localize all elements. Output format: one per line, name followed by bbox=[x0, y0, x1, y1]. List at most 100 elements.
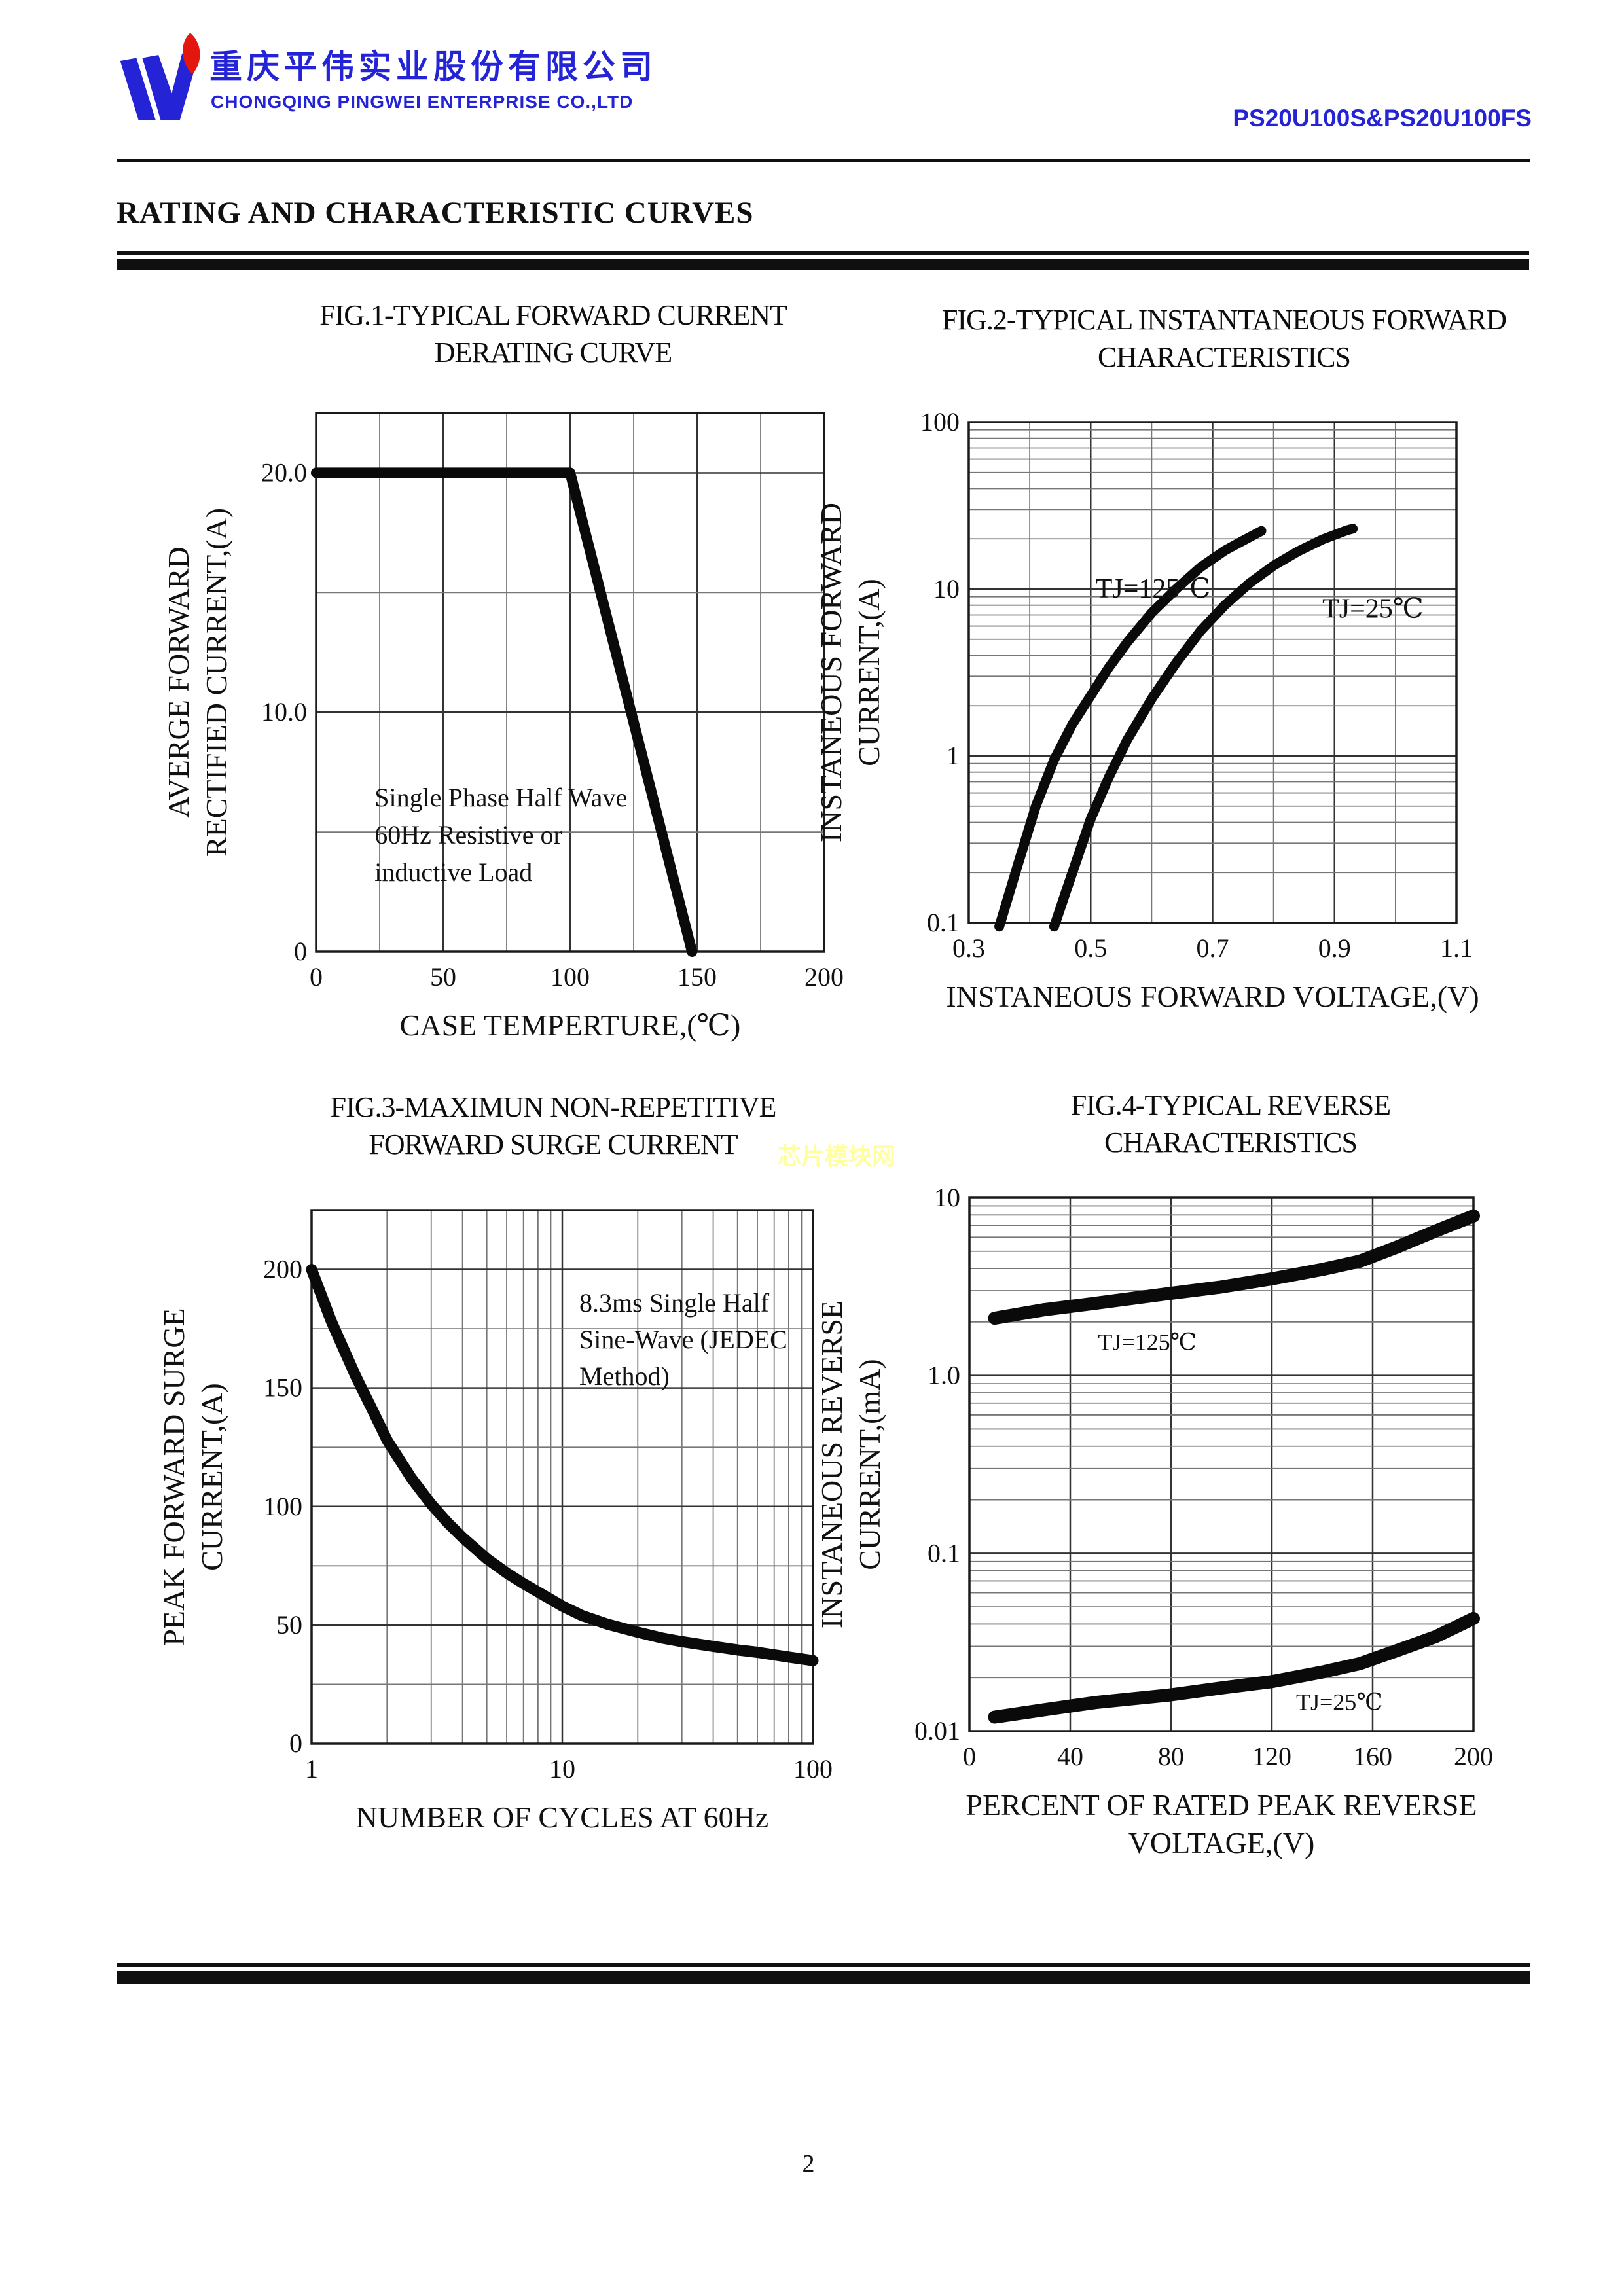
fig2-plot-border bbox=[967, 421, 1458, 924]
fig2-title-line1: FIG.2-TYPICAL INSTANTANEOUS FORWARD bbox=[941, 304, 1507, 336]
watermark: 芯片模块网 bbox=[778, 1143, 896, 1170]
svg-text:CURRENT,(A): CURRENT,(A) bbox=[195, 1383, 228, 1571]
footer-divider-thin bbox=[117, 1963, 1530, 1967]
svg-text:0.01: 0.01 bbox=[914, 1716, 960, 1746]
svg-text:200: 200 bbox=[804, 962, 844, 992]
fig2-tj125-label: TJ=125℃ bbox=[1096, 574, 1211, 604]
svg-text:160: 160 bbox=[1353, 1742, 1392, 1771]
fig3-title: FIG.3-MAXIMUN NON-REPETITIVE FORWARD SUR… bbox=[216, 1088, 890, 1163]
svg-text:AVERGE FORWARD: AVERGE FORWARD bbox=[162, 547, 195, 818]
header-divider bbox=[117, 159, 1530, 162]
logo-red-drop bbox=[183, 33, 200, 75]
fig4-plot-border bbox=[968, 1196, 1475, 1732]
svg-text:INSTANEOUS REVERSE: INSTANEOUS REVERSE bbox=[818, 1300, 848, 1628]
svg-text:0.1: 0.1 bbox=[928, 1538, 960, 1568]
svg-text:CASE TEMPERTURE,(℃): CASE TEMPERTURE,(℃) bbox=[400, 1009, 741, 1042]
part-number: PS20U100S&PS20U100FS bbox=[1233, 105, 1532, 132]
logo-w-shape bbox=[142, 53, 198, 120]
fig4-title-line2: CHARACTERISTICS bbox=[1104, 1126, 1358, 1158]
svg-text:1.1: 1.1 bbox=[1440, 933, 1473, 963]
svg-text:0.3: 0.3 bbox=[952, 933, 985, 963]
fig3-plot-border bbox=[310, 1209, 814, 1745]
fig2-tj25-label: TJ=25℃ bbox=[1322, 594, 1424, 624]
svg-text:100: 100 bbox=[793, 1754, 833, 1784]
svg-text:1: 1 bbox=[947, 741, 960, 770]
svg-text:0: 0 bbox=[310, 962, 323, 992]
fig2-title: FIG.2-TYPICAL INSTANTANEOUS FORWARD CHAR… bbox=[884, 301, 1564, 376]
svg-text:CURRENT,(mA): CURRENT,(mA) bbox=[853, 1359, 886, 1570]
svg-text:CURRENT,(A): CURRENT,(A) bbox=[852, 579, 886, 766]
svg-text:20.0: 20.0 bbox=[261, 457, 307, 487]
svg-text:1.0: 1.0 bbox=[928, 1361, 960, 1390]
fig3-jedec-note: Sine-Wave (JEDEC bbox=[579, 1325, 787, 1354]
svg-text:0.7: 0.7 bbox=[1197, 933, 1229, 963]
footer-divider-thick bbox=[117, 1971, 1530, 1984]
fig1-plot-border bbox=[315, 412, 825, 953]
svg-text:10: 10 bbox=[934, 1183, 960, 1212]
fig2-chart: 0.3 0.5 0.7 0.9 1.1 0.1 1 10 100 INSTANEOUS FORWA… bbox=[818, 407, 1479, 1013]
fig4-title: FIG.4-TYPICAL REVERSE CHARACTERISTICS bbox=[916, 1086, 1545, 1161]
svg-text:10: 10 bbox=[933, 574, 960, 603]
svg-text:80: 80 bbox=[1158, 1742, 1184, 1771]
svg-text:100: 100 bbox=[920, 407, 960, 437]
fig3-series-surge-curve bbox=[306, 1264, 819, 1666]
fig3-jedec-note: Method) bbox=[579, 1361, 670, 1391]
fig1-title: FIG.1-TYPICAL FORWARD CURRENT DERATING C… bbox=[216, 296, 890, 371]
company-name-cn: 重庆平伟实业股份有限公司 bbox=[209, 48, 657, 86]
fig1-series-derating-curve bbox=[311, 467, 698, 957]
fig1-title-line1: FIG.1-TYPICAL FORWARD CURRENT bbox=[319, 299, 787, 331]
svg-text:VOLTAGE,(V): VOLTAGE,(V) bbox=[1128, 1826, 1315, 1859]
fig1-load-note: Single Phase Half Wave bbox=[374, 783, 627, 812]
fig3-jedec-note: 8.3ms Single Half bbox=[579, 1288, 770, 1318]
svg-text:0: 0 bbox=[289, 1729, 302, 1758]
section-divider-thick bbox=[117, 259, 1529, 270]
fig4-title-line1: FIG.4-TYPICAL REVERSE bbox=[1070, 1089, 1391, 1121]
page-number: 2 bbox=[802, 2150, 815, 2178]
fig1-title-line2: DERATING CURVE bbox=[434, 336, 673, 368]
fig4-chart: 0 40 80 120 160 200 0.01 0.1 1.0 10 PERCENT OF RAT… bbox=[818, 1183, 1493, 1859]
fig3-labels: 1 10 100 0 50 100 150 200 NUMBER OF CYCLES AT 60… bbox=[157, 1255, 833, 1834]
svg-text:INSTANEOUS FORWARD: INSTANEOUS FORWARD bbox=[818, 503, 848, 842]
fig1-chart: 0 50 100 150 200 0 10.0 20.0 CASE TEMPERTURE,(℃)… bbox=[162, 412, 844, 1042]
svg-text:100: 100 bbox=[263, 1492, 302, 1521]
svg-text:0.1: 0.1 bbox=[927, 908, 960, 937]
company-logo bbox=[120, 33, 200, 120]
fig4-tj25-label: TJ=25℃ bbox=[1296, 1689, 1383, 1715]
svg-text:150: 150 bbox=[677, 962, 717, 992]
fig3-title-line2: FORWARD SURGE CURRENT bbox=[369, 1128, 738, 1160]
svg-text:50: 50 bbox=[430, 962, 456, 992]
section-title: RATING AND CHARACTERISTIC CURVES bbox=[117, 196, 754, 230]
svg-text:40: 40 bbox=[1057, 1742, 1083, 1771]
fig1-load-note: inductive Load bbox=[374, 857, 532, 887]
fig2-series-tj125 bbox=[994, 526, 1267, 932]
svg-text:1: 1 bbox=[305, 1754, 318, 1784]
fig4-tj125-label: TJ=125℃ bbox=[1098, 1329, 1197, 1355]
logo-left-bar bbox=[120, 58, 156, 120]
fig3-title-line1: FIG.3-MAXIMUN NON-REPETITIVE bbox=[330, 1091, 777, 1123]
fig2-labels: 0.3 0.5 0.7 0.9 1.1 0.1 1 10 100 INSTANEOUS FORWA… bbox=[818, 407, 1479, 1013]
svg-text:10: 10 bbox=[549, 1754, 575, 1784]
svg-text:0: 0 bbox=[963, 1742, 976, 1771]
svg-text:0.9: 0.9 bbox=[1318, 933, 1351, 963]
fig4-series-tj25 bbox=[988, 1611, 1480, 1724]
fig4-labels: 0 40 80 120 160 200 0.01 0.1 1.0 10 PERCENT OF RAT… bbox=[818, 1183, 1493, 1859]
fig2-title-line2: CHARACTERISTICS bbox=[1098, 341, 1351, 373]
fig3-chart: 1 10 100 0 50 100 150 200 NUMBER OF CYCLES AT 60… bbox=[157, 1209, 833, 1834]
fig2-series-tj25 bbox=[1049, 524, 1358, 932]
svg-text:PERCENT OF RATED PEAK REVERSE: PERCENT OF RATED PEAK REVERSE bbox=[965, 1788, 1477, 1821]
svg-text:PEAK FORWARD SURGE: PEAK FORWARD SURGE bbox=[157, 1308, 190, 1645]
fig1-labels: 0 50 100 150 200 0 10.0 20.0 CASE TEMPERTURE,(℃)… bbox=[162, 457, 844, 1042]
svg-text:150: 150 bbox=[263, 1373, 302, 1403]
section-divider-thin bbox=[117, 251, 1529, 255]
svg-text:100: 100 bbox=[550, 962, 590, 992]
svg-text:0: 0 bbox=[294, 937, 307, 966]
svg-text:200: 200 bbox=[1454, 1742, 1493, 1771]
fig4-series-tj125 bbox=[988, 1209, 1480, 1325]
svg-text:50: 50 bbox=[276, 1610, 302, 1640]
svg-text:0.5: 0.5 bbox=[1074, 933, 1107, 963]
svg-text:INSTANEOUS FORWARD VOLTAGE,(V): INSTANEOUS FORWARD VOLTAGE,(V) bbox=[946, 980, 1479, 1013]
company-name-en: CHONGQING PINGWEI ENTERPRISE CO.,LTD bbox=[211, 92, 634, 112]
svg-text:120: 120 bbox=[1252, 1742, 1291, 1771]
fig2-grid bbox=[967, 421, 1458, 924]
